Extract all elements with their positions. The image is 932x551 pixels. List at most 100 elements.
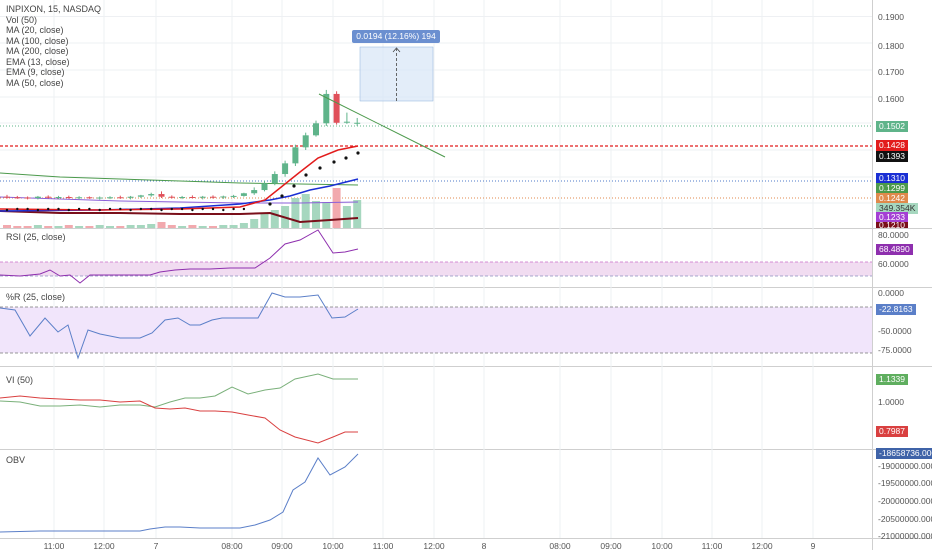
tag-1210: 0.1210 [876,222,908,228]
volume-bar [209,226,217,228]
wr-band [0,307,872,353]
x-tick: 12:00 [93,541,115,551]
candle-body [127,196,134,198]
volume-bar [106,226,114,228]
ema-dot [242,207,246,211]
ma-purple-line [0,196,359,204]
candle-body [261,183,268,191]
vi-tick: 1.0000 [878,397,904,407]
volume-bar [353,200,362,228]
price-tick: 0.1800 [878,41,904,51]
wr-tick: 0.0000 [878,288,904,298]
ma-green-line [0,172,359,186]
x-tick: 10:00 [322,541,344,551]
legend-ma50[interactable]: MA (50, close) [6,77,64,88]
chart-title[interactable]: INPIXON, 15, NASDAQ [6,4,102,14]
vi-title[interactable]: VI (50) [6,375,34,385]
obv-tick: -20000000.0000 [878,496,932,506]
legend-ema13[interactable]: EMA (13, close) [6,56,70,67]
volume-bar [239,223,248,228]
ema-dot [201,207,204,211]
ema-dot [170,207,173,211]
vi-minus-line [0,395,358,444]
tag-1233: 0.1233 [876,212,908,223]
candle-body [282,163,289,175]
volume-bar [322,202,331,228]
measure-arrow-head [392,47,401,53]
candles [4,89,361,200]
candle-body [189,196,196,198]
candle-body [55,196,62,198]
legend-ma20[interactable]: MA (20, close) [6,25,64,35]
volume-bar [157,222,166,228]
horizontal-gridlines [0,16,872,204]
candle-body [4,196,10,198]
x-tick: 08:00 [549,541,571,551]
candle-body [24,197,31,199]
volume-bar [198,226,207,228]
ema-dot [160,208,163,212]
candle-body [137,195,144,197]
obv-title[interactable]: OBV [6,455,26,465]
ema-dot [16,207,19,211]
volume-bar [301,194,310,228]
legend-ma100[interactable]: MA (100, close) [6,35,69,46]
vi-plus-tag: 1.1339 [876,374,908,385]
volume-bar [312,201,320,228]
rsi-tick: 80.0000 [878,230,909,240]
legend-ema9[interactable]: EMA (9, close) [6,67,65,77]
ema-dot [26,207,29,211]
measure-label: 0.0194 (12.16%) 194 [352,30,440,43]
volume-tag: 349.354K [876,203,919,214]
candle-body [76,197,83,199]
volume-bar [167,225,176,228]
x-tick: 09:00 [600,541,622,551]
volume-bar [178,226,187,228]
candle-body [220,196,227,198]
tag-1242: 0.1242 [876,193,908,204]
wr-line [0,292,359,360]
ema-dot [77,207,81,211]
tag-1299: 0.1299 [876,183,908,194]
trend-line[interactable] [318,93,446,158]
ema-dot [222,208,225,212]
legend-vol[interactable]: Vol (50) [6,14,38,25]
volume-bar [116,226,125,228]
candle-body [86,197,93,199]
volume-bar [23,226,32,228]
candle-body [45,196,52,198]
volume-bar [54,226,63,228]
tag-1428: 0.1428 [876,140,908,151]
price-tick: 0.1700 [878,67,904,77]
x-tick: 08:00 [221,541,243,551]
ema-dot [180,207,184,211]
x-tick: 7 [153,541,159,551]
ema-dot [108,207,112,211]
vi-minus-tag: 0.7987 [876,426,908,437]
candle-body [230,195,237,197]
rsi-line [0,229,359,284]
candle-body [96,197,103,199]
candle-body [354,122,361,124]
rsi-title[interactable]: RSI (25, close) [6,232,66,242]
candle-body [302,135,309,148]
candle-body [323,93,330,124]
ema-dot [232,207,235,211]
candle-body [271,174,278,184]
wr-tick: -50.0000 [878,326,912,336]
volume-bar [250,219,259,228]
ma-dark-line [0,210,359,224]
x-tick: 11:00 [43,541,65,551]
price-tick: 0.1900 [878,12,904,22]
wr-title[interactable]: %R (25, close) [6,292,66,302]
candle-body [251,190,258,194]
ema-dot [129,208,132,212]
legend-ma200[interactable]: MA (200, close) [6,46,69,56]
ema-dot [5,208,9,212]
ema-dot [88,207,91,211]
candle-body [34,196,41,199]
x-tick: 10:00 [651,541,673,551]
candle-body [158,194,165,197]
